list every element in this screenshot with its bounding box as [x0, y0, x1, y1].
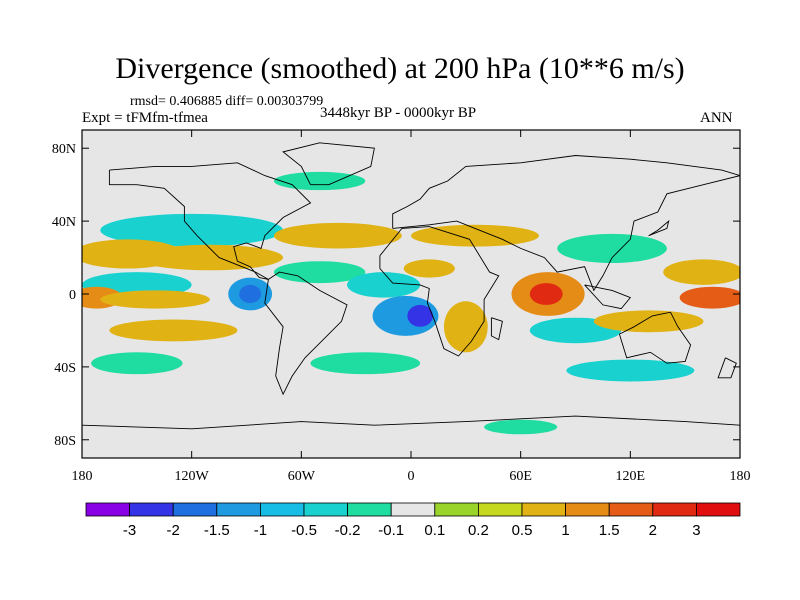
y-tick-label: 40N [52, 215, 76, 230]
field-region [566, 359, 695, 382]
field-regions [82, 171, 740, 435]
field-region [403, 259, 455, 278]
colorbar-label: 2 [649, 522, 657, 539]
season-label: ANN [700, 110, 733, 126]
x-tick-label: 120W [175, 469, 210, 484]
colorbar-box [608, 502, 654, 517]
colorbar-box [390, 502, 436, 517]
coastline [717, 357, 737, 379]
field-region [310, 352, 421, 375]
coastline [264, 271, 348, 396]
colorbar-label: 1.5 [599, 522, 620, 539]
field-region [273, 261, 366, 284]
field-region [100, 290, 210, 309]
field-region [557, 233, 667, 264]
colorbar-label: -1.5 [204, 522, 230, 539]
colorbar-label: 1 [561, 522, 569, 539]
colorbar-box [347, 502, 392, 517]
colorbar-label: -0.1 [378, 522, 404, 539]
y-tick-label: 80S [54, 434, 76, 449]
colorbar-box [521, 502, 566, 517]
colorbar-box [129, 502, 174, 517]
chart-title: Divergence (smoothed) at 200 hPa (10**6 … [115, 52, 685, 85]
field-region [347, 272, 421, 298]
colorbar-label: -0.5 [291, 522, 317, 539]
colorbar-label: -3 [123, 522, 136, 539]
field-region [273, 171, 366, 191]
colorbar-label: -0.2 [335, 522, 361, 539]
field-region [273, 222, 402, 249]
colorbar-label: 0.1 [424, 522, 445, 539]
x-tick-label: 60E [509, 469, 532, 484]
x-tick-label: 180 [730, 469, 751, 484]
coastlines [82, 142, 740, 430]
x-tick-label: 120E [616, 469, 646, 484]
colorbar: -3 -2 -1.5 -1 -0.5 -0.2 -0.1 0.1 0.2 0.5 1 1.5 2 3 [85, 502, 741, 539]
colorbar-label: -1 [254, 522, 267, 539]
colorbar-box [216, 502, 261, 517]
field-region [407, 304, 433, 327]
field-region [443, 301, 488, 353]
coastline [490, 317, 503, 341]
coastline [648, 219, 670, 237]
colorbar-box [434, 502, 479, 517]
colorbar-box [172, 502, 218, 517]
y-tick-label: 40S [54, 361, 76, 376]
experiment-label: Expt = tFMfm-tfmea [82, 110, 208, 126]
y-tick-label: 80N [52, 142, 76, 157]
colorbar-label: 0.2 [468, 522, 489, 539]
coastline [108, 162, 312, 280]
colorbar-label: -2 [167, 522, 180, 539]
field-region [679, 286, 740, 309]
plot-area [82, 130, 740, 458]
field-region [91, 352, 183, 375]
x-tick-label: 60W [288, 469, 316, 484]
field-region [239, 284, 262, 304]
colorbar-box [85, 502, 130, 517]
colorbar-box [696, 502, 741, 517]
coastline [584, 284, 632, 310]
field-region [136, 244, 284, 271]
colorbar-label: 3 [692, 522, 700, 539]
coastline [379, 226, 500, 357]
field-region [593, 310, 704, 333]
field-region [529, 283, 563, 305]
field-region [484, 419, 558, 435]
colorbar-box [652, 502, 697, 517]
field-region [100, 213, 284, 247]
colorbar-box [565, 502, 610, 517]
colorbar-box [303, 502, 348, 517]
colorbar-box [259, 502, 305, 517]
coastline [392, 155, 740, 292]
field-region [663, 259, 740, 285]
colorbar-label: 0.5 [512, 522, 533, 539]
period-label: 3448kyr BP - 0000kyr BP [320, 105, 477, 121]
field-region [109, 319, 238, 342]
coastline [618, 311, 692, 364]
stats-label: rmsd= 0.406885 diff= 0.00303799 [130, 94, 324, 109]
axes: 180 120W 60W 0 60E 120E 180 80N 40N 0 40S 80S [52, 129, 751, 484]
coastline [282, 142, 375, 186]
x-tick-label: 0 [408, 469, 415, 484]
x-tick-label: 180 [72, 469, 93, 484]
coastline [82, 415, 740, 430]
y-tick-label: 0 [69, 288, 76, 303]
colorbar-box [477, 502, 523, 517]
